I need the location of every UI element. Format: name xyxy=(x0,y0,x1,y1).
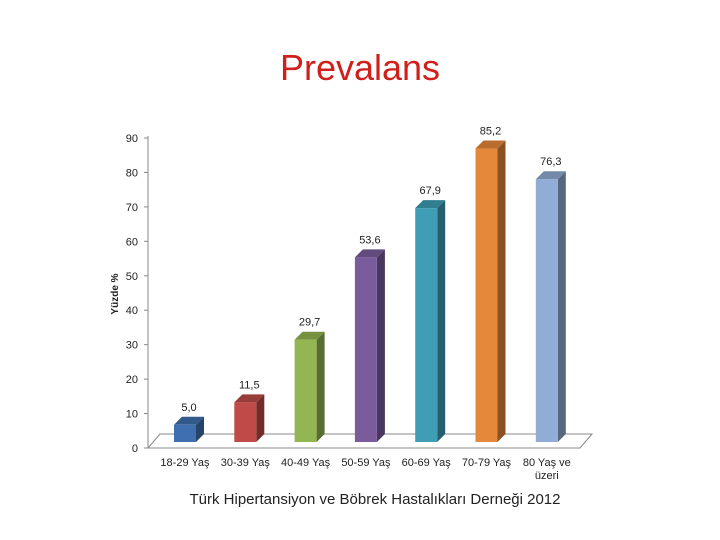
value-label: 53,6 xyxy=(359,234,380,246)
y-tick-label: 80 xyxy=(126,167,138,179)
bar-top xyxy=(294,331,325,340)
bar xyxy=(415,208,438,442)
bar-top xyxy=(174,416,204,425)
bar-side xyxy=(196,416,204,442)
value-label: 5,0 xyxy=(181,402,196,414)
y-tick-label: 50 xyxy=(126,271,138,283)
x-tick-label: 18-29 Yaş xyxy=(160,457,210,469)
x-tick-label: 50-59 Yaş xyxy=(341,457,391,469)
y-tick-label: 30 xyxy=(126,340,138,352)
value-label: 85,2 xyxy=(480,126,501,138)
bar-top xyxy=(415,200,446,209)
value-label: 11,5 xyxy=(239,379,260,391)
y-tick-label: 40 xyxy=(126,305,138,317)
x-tick-label: 60-69 Yaş xyxy=(401,457,451,469)
y-tick-label: 90 xyxy=(126,133,138,145)
bar xyxy=(174,424,196,442)
x-tick-label: 30-39 Yaş xyxy=(220,457,270,469)
x-tick-label: 40-49 Yaş xyxy=(281,457,331,469)
bar-side xyxy=(437,200,446,442)
x-tick-label: 80 Yaş ve üzeri xyxy=(522,457,571,482)
y-tick-label: 60 xyxy=(126,236,138,248)
bar xyxy=(475,148,498,443)
bar-side xyxy=(497,140,506,443)
value-label: 29,7 xyxy=(299,317,320,329)
chart-title: Prevalans xyxy=(280,47,440,88)
x-tick-label: 70-79 Yaş xyxy=(461,457,512,469)
floor xyxy=(146,433,594,449)
bar-top xyxy=(475,140,506,149)
bar xyxy=(294,339,317,442)
bar-side xyxy=(376,249,385,442)
bar-top xyxy=(354,249,385,258)
bar-top xyxy=(535,171,566,180)
bar-side xyxy=(316,331,325,442)
y-tick-label: 10 xyxy=(126,409,138,421)
bar-side xyxy=(557,171,566,442)
bar xyxy=(354,257,377,442)
y-tick-label: 70 xyxy=(126,202,138,214)
bar-side xyxy=(256,394,265,442)
value-label: 76,3 xyxy=(540,156,561,168)
y-tick-label: 20 xyxy=(126,374,138,386)
y-axis-label: Yüzde % xyxy=(110,273,121,314)
bar xyxy=(535,179,558,442)
y-tick-label: 0 xyxy=(132,443,138,455)
value-label: 67,9 xyxy=(419,185,440,197)
bar-top xyxy=(234,394,265,403)
footnote: Türk Hipertansiyon ve Böbrek Hastalıklar… xyxy=(189,491,560,508)
bar xyxy=(234,402,257,442)
